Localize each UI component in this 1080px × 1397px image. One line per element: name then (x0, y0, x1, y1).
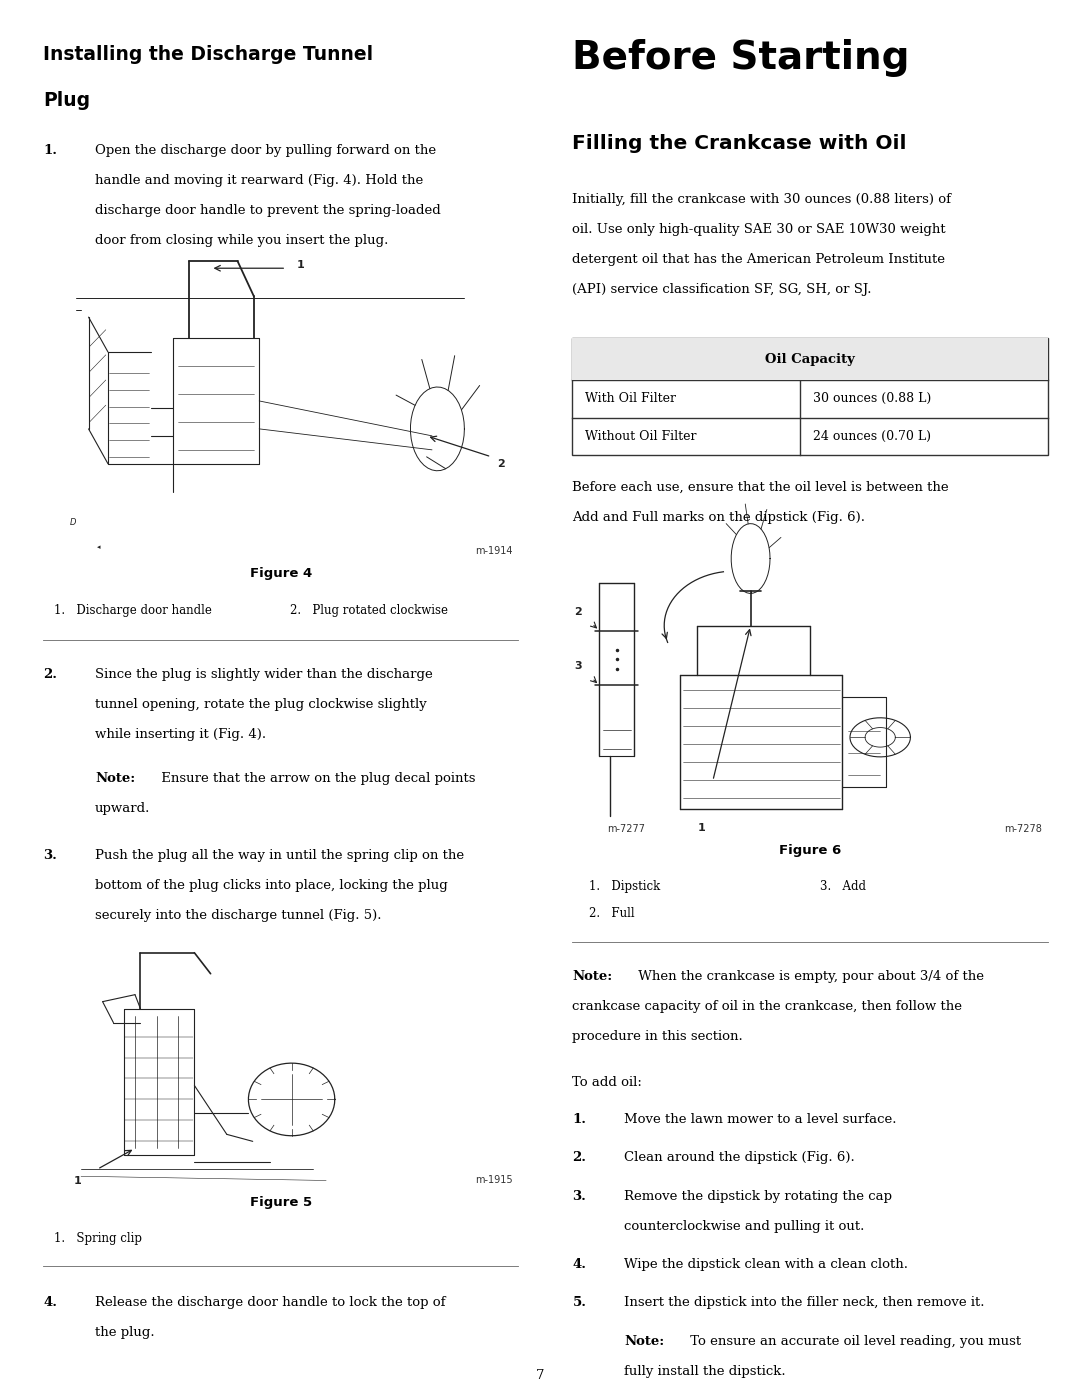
Text: 1.   Dipstick: 1. Dipstick (589, 880, 660, 893)
Text: discharge door handle to prevent the spring-loaded: discharge door handle to prevent the spr… (95, 204, 441, 217)
Text: 2: 2 (497, 458, 504, 469)
Text: Before Starting: Before Starting (572, 39, 909, 77)
Text: securely into the discharge tunnel (Fig. 5).: securely into the discharge tunnel (Fig.… (95, 909, 381, 922)
Text: Figure 5: Figure 5 (249, 1196, 312, 1208)
Text: m-1914: m-1914 (475, 546, 513, 556)
Text: Oil Capacity: Oil Capacity (765, 352, 855, 366)
Text: handle and moving it rearward (Fig. 4). Hold the: handle and moving it rearward (Fig. 4). … (95, 175, 423, 187)
Text: crankcase capacity of oil in the crankcase, then follow the: crankcase capacity of oil in the crankca… (572, 1000, 962, 1013)
Text: upward.: upward. (95, 802, 150, 814)
Text: Filling the Crankcase with Oil: Filling the Crankcase with Oil (572, 134, 907, 154)
Text: door from closing while you insert the plug.: door from closing while you insert the p… (95, 235, 389, 247)
Text: Figure 4: Figure 4 (249, 567, 312, 580)
Text: Note:: Note: (572, 970, 612, 982)
Text: Move the lawn mower to a level surface.: Move the lawn mower to a level surface. (624, 1113, 896, 1126)
Text: 4.: 4. (572, 1259, 586, 1271)
Text: Without Oil Filter: Without Oil Filter (585, 430, 697, 443)
Text: 3: 3 (575, 661, 582, 672)
Bar (572, 338, 1048, 380)
Text: 7: 7 (536, 1369, 544, 1382)
Text: Open the discharge door by pulling forward on the: Open the discharge door by pulling forwa… (95, 144, 436, 156)
Text: m-7277: m-7277 (607, 824, 645, 834)
Text: Push the plug all the way in until the spring clip on the: Push the plug all the way in until the s… (95, 849, 464, 862)
Text: procedure in this section.: procedure in this section. (572, 1030, 743, 1042)
Text: To add oil:: To add oil: (572, 1077, 643, 1090)
Polygon shape (410, 387, 464, 471)
Text: (API) service classification SF, SG, SH, or SJ.: (API) service classification SF, SG, SH,… (572, 284, 872, 296)
Text: Plug: Plug (43, 91, 91, 110)
Text: 5.: 5. (572, 1296, 586, 1309)
Text: Insert the dipstick into the filler neck, then remove it.: Insert the dipstick into the filler neck… (624, 1296, 985, 1309)
Text: Note:: Note: (624, 1336, 664, 1348)
Text: detergent oil that has the American Petroleum Institute: detergent oil that has the American Petr… (572, 253, 945, 265)
Text: 30 ounces (0.88 L): 30 ounces (0.88 L) (813, 393, 932, 405)
Text: 1.   Spring clip: 1. Spring clip (54, 1232, 141, 1245)
Text: 2.: 2. (572, 1151, 586, 1164)
Text: Before each use, ensure that the oil level is between the: Before each use, ensure that the oil lev… (572, 481, 949, 493)
Text: Clean around the dipstick (Fig. 6).: Clean around the dipstick (Fig. 6). (624, 1151, 855, 1164)
Text: 3.: 3. (572, 1190, 586, 1203)
Text: oil. Use only high-quality SAE 30 or SAE 10W30 weight: oil. Use only high-quality SAE 30 or SAE… (572, 224, 946, 236)
Text: Ensure that the arrow on the plug decal points: Ensure that the arrow on the plug decal … (157, 773, 475, 785)
Text: counterclockwise and pulling it out.: counterclockwise and pulling it out. (624, 1220, 865, 1232)
Text: 2.   Full: 2. Full (589, 908, 634, 921)
Text: 1: 1 (698, 823, 706, 833)
Text: 1.: 1. (43, 144, 57, 156)
Text: Installing the Discharge Tunnel: Installing the Discharge Tunnel (43, 45, 374, 64)
Text: Since the plug is slightly wider than the discharge: Since the plug is slightly wider than th… (95, 668, 433, 680)
Text: Wipe the dipstick clean with a clean cloth.: Wipe the dipstick clean with a clean clo… (624, 1259, 908, 1271)
Text: m-7278: m-7278 (1004, 824, 1042, 834)
Text: 1.   Discharge door handle: 1. Discharge door handle (54, 604, 212, 616)
Text: Figure 6: Figure 6 (779, 844, 841, 856)
Text: fully install the dipstick.: fully install the dipstick. (624, 1365, 786, 1377)
Text: the plug.: the plug. (95, 1327, 154, 1340)
Text: D: D (70, 518, 77, 527)
Text: 3.   Add: 3. Add (820, 880, 865, 893)
Text: Initially, fill the crankcase with 30 ounces (0.88 liters) of: Initially, fill the crankcase with 30 ou… (572, 193, 951, 205)
Text: Add and Full marks on the dipstick (Fig. 6).: Add and Full marks on the dipstick (Fig.… (572, 511, 865, 524)
Text: tunnel opening, rotate the plug clockwise slightly: tunnel opening, rotate the plug clockwis… (95, 698, 427, 711)
Text: 1: 1 (73, 1176, 81, 1186)
Text: ◂: ◂ (97, 545, 100, 550)
Text: 2.   Plug rotated clockwise: 2. Plug rotated clockwise (291, 604, 448, 616)
Text: 2.: 2. (43, 668, 57, 680)
Text: 24 ounces (0.70 L): 24 ounces (0.70 L) (813, 430, 931, 443)
Text: 1: 1 (297, 260, 305, 271)
Text: bottom of the plug clicks into place, locking the plug: bottom of the plug clicks into place, lo… (95, 879, 448, 891)
Text: 1.: 1. (572, 1113, 586, 1126)
Text: 2: 2 (575, 606, 582, 616)
Text: To ensure an accurate oil level reading, you must: To ensure an accurate oil level reading,… (686, 1336, 1021, 1348)
Text: Remove the dipstick by rotating the cap: Remove the dipstick by rotating the cap (624, 1190, 892, 1203)
Text: With Oil Filter: With Oil Filter (585, 393, 676, 405)
Text: Note:: Note: (95, 773, 135, 785)
Text: Release the discharge door handle to lock the top of: Release the discharge door handle to loc… (95, 1296, 446, 1309)
Text: 3.: 3. (43, 849, 57, 862)
Text: m-1915: m-1915 (475, 1175, 513, 1185)
Text: When the crankcase is empty, pour about 3/4 of the: When the crankcase is empty, pour about … (634, 970, 984, 982)
Text: while inserting it (Fig. 4).: while inserting it (Fig. 4). (95, 728, 266, 740)
Text: 4.: 4. (43, 1296, 57, 1309)
Bar (572, 338, 1048, 455)
